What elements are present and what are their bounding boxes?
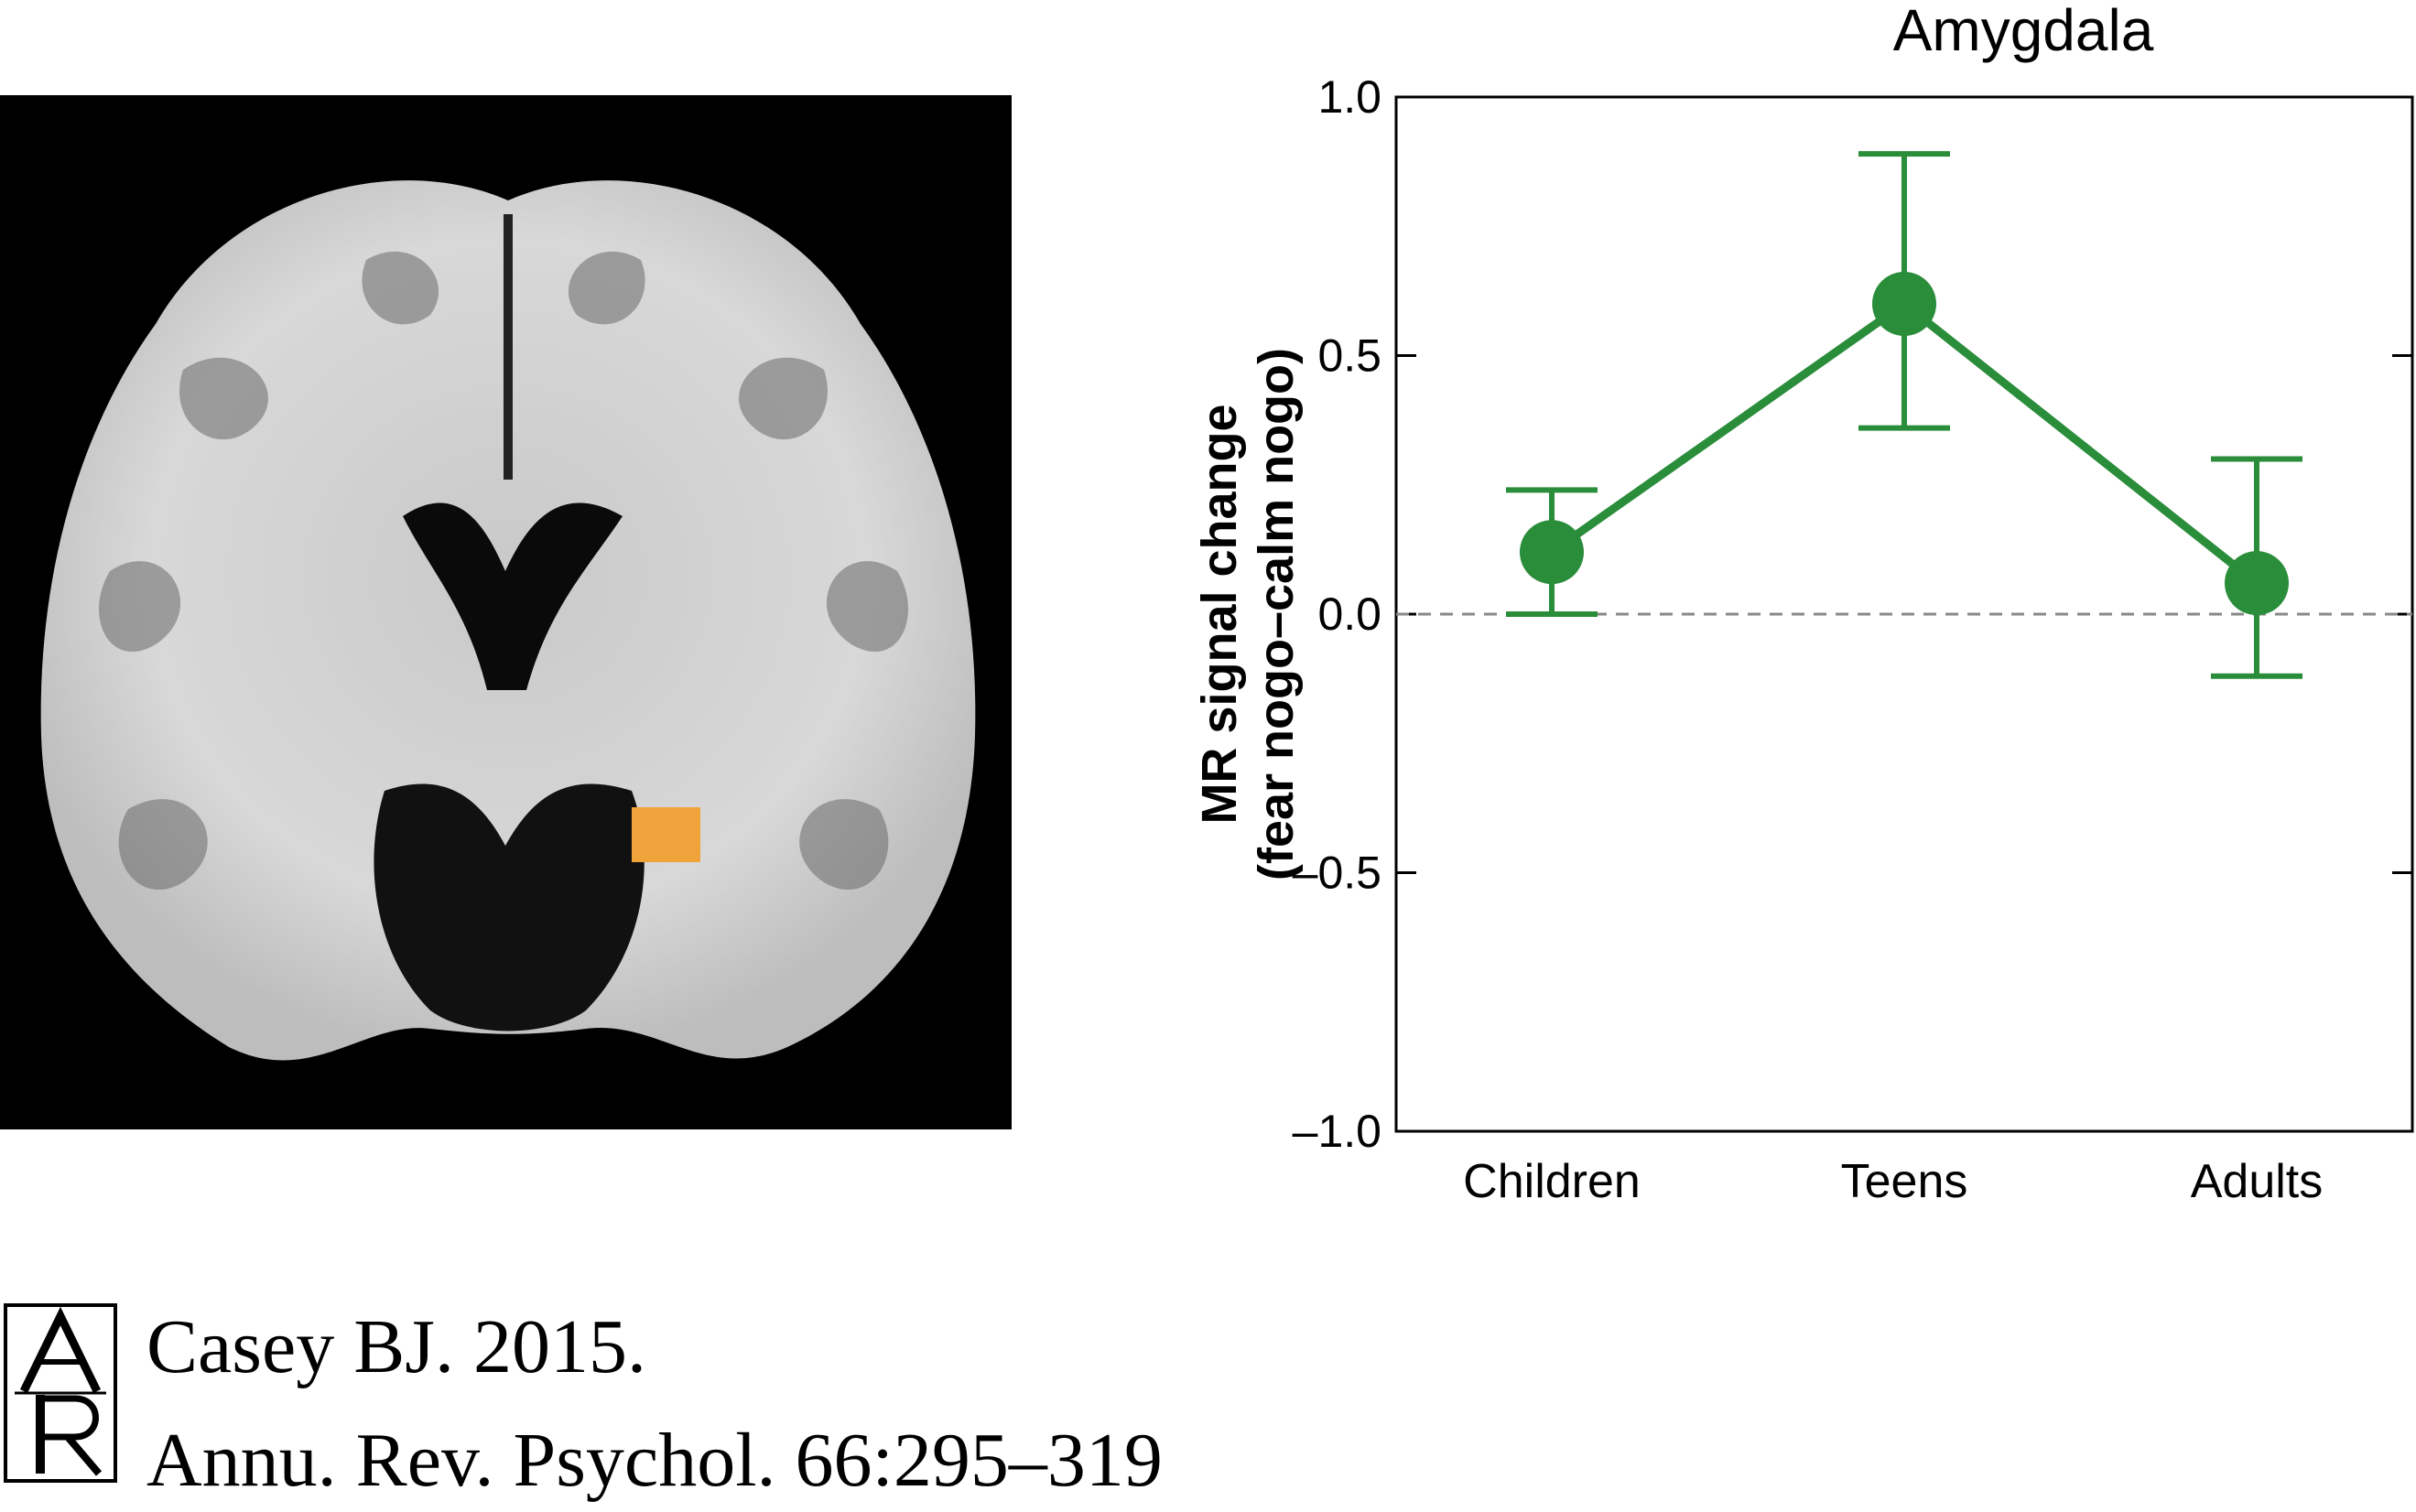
annual-reviews-logo bbox=[4, 1303, 117, 1483]
brain-mri-image bbox=[0, 95, 1012, 1129]
chart-title: Amygdala bbox=[1893, 0, 2154, 63]
data-point-children bbox=[1520, 520, 1584, 585]
data-point-teens bbox=[1872, 272, 1936, 336]
y-tick-label: –0.5 bbox=[1293, 848, 1381, 899]
y-axis-ticks: 1.0 0.5 0.0 –0.5 –1.0 bbox=[1293, 71, 2412, 1157]
citation-author-year: Casey BJ. 2015. bbox=[146, 1304, 646, 1389]
x-category-label: Adults bbox=[2191, 1155, 2324, 1208]
citation: Casey BJ. 2015. Annu. Rev. Psychol. 66:2… bbox=[0, 1289, 1373, 1499]
x-axis-labels: Children Teens Adults bbox=[1463, 1155, 2323, 1208]
y-axis-title-line: MR signal change bbox=[1192, 404, 1247, 824]
y-axis-title: MR signal change (fear nogo–calm nogo) bbox=[1192, 348, 1304, 880]
y-tick-label: 0.5 bbox=[1317, 330, 1381, 382]
y-axis-title-line: (fear nogo–calm nogo) bbox=[1249, 348, 1304, 880]
x-category-label: Teens bbox=[1841, 1155, 1968, 1208]
series-group bbox=[1506, 151, 2302, 679]
data-point-adults bbox=[2225, 551, 2289, 616]
citation-journal: Annu. Rev. Psychol. 66:295–319 bbox=[146, 1418, 1163, 1503]
y-tick-label: 1.0 bbox=[1317, 71, 1381, 123]
y-tick-label: 0.0 bbox=[1317, 589, 1381, 640]
amygdala-chart: Amygdala MR signal change (fear nogo–calm… bbox=[1192, 0, 2414, 1208]
y-tick-label: –1.0 bbox=[1293, 1106, 1381, 1157]
x-category-label: Children bbox=[1463, 1155, 1641, 1208]
